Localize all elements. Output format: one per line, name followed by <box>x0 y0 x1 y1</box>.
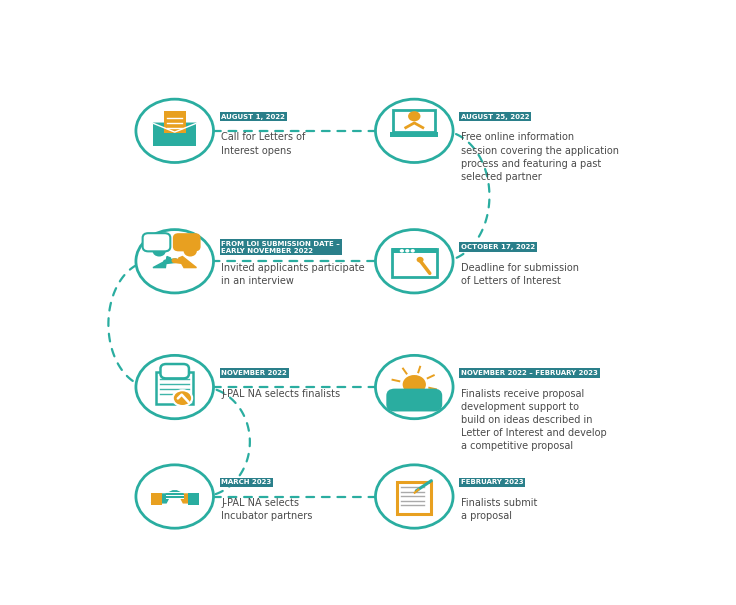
Circle shape <box>375 229 453 293</box>
FancyBboxPatch shape <box>188 493 199 505</box>
Circle shape <box>136 465 213 528</box>
Circle shape <box>411 249 415 252</box>
FancyBboxPatch shape <box>397 482 431 514</box>
Circle shape <box>136 99 213 163</box>
Text: OCTOBER 17, 2022: OCTOBER 17, 2022 <box>461 244 535 250</box>
FancyBboxPatch shape <box>392 249 436 277</box>
Circle shape <box>417 257 424 263</box>
Circle shape <box>405 249 409 252</box>
Circle shape <box>152 246 166 257</box>
FancyBboxPatch shape <box>390 132 439 137</box>
Text: J-PAL NA selects finalists: J-PAL NA selects finalists <box>222 388 341 399</box>
Circle shape <box>375 99 453 163</box>
Polygon shape <box>152 494 171 503</box>
FancyBboxPatch shape <box>143 233 170 251</box>
Polygon shape <box>179 257 197 267</box>
Text: Invited applicants participate
in an interview: Invited applicants participate in an int… <box>222 263 365 286</box>
Text: Finalists receive proposal
development support to
build on ideas described in
Le: Finalists receive proposal development s… <box>461 388 606 451</box>
Circle shape <box>375 355 453 419</box>
Text: FEBRUARY 2023: FEBRUARY 2023 <box>461 479 524 485</box>
FancyBboxPatch shape <box>153 123 197 146</box>
Text: Free online information
session covering the application
process and featuring a: Free online information session covering… <box>461 132 619 182</box>
Text: Deadline for submission
of Letters of Interest: Deadline for submission of Letters of In… <box>461 263 579 286</box>
FancyBboxPatch shape <box>173 233 201 251</box>
Circle shape <box>403 375 426 394</box>
Circle shape <box>136 355 213 419</box>
Text: Finalists submit
a proposal: Finalists submit a proposal <box>461 498 537 522</box>
Text: MARCH 2023: MARCH 2023 <box>222 479 272 485</box>
FancyBboxPatch shape <box>164 111 185 133</box>
Circle shape <box>173 390 192 406</box>
Text: J-PAL NA selects
Incubator partners: J-PAL NA selects Incubator partners <box>222 498 313 522</box>
Polygon shape <box>166 491 183 498</box>
Text: AUGUST 25, 2022: AUGUST 25, 2022 <box>461 114 529 120</box>
Text: NOVEMBER 2022 – FEBRUARY 2023: NOVEMBER 2022 – FEBRUARY 2023 <box>461 370 598 376</box>
FancyBboxPatch shape <box>160 364 189 378</box>
Text: NOVEMBER 2022: NOVEMBER 2022 <box>222 370 287 376</box>
Text: Call for Letters of
Interest opens: Call for Letters of Interest opens <box>222 132 306 155</box>
Polygon shape <box>153 123 197 132</box>
FancyBboxPatch shape <box>151 493 161 505</box>
FancyBboxPatch shape <box>386 388 442 411</box>
Polygon shape <box>153 257 171 267</box>
Text: FROM LOI SUBMISSION DATE –
EARLY NOVEMBER 2022: FROM LOI SUBMISSION DATE – EARLY NOVEMBE… <box>222 241 340 253</box>
Circle shape <box>136 229 213 293</box>
Text: AUGUST 1, 2022: AUGUST 1, 2022 <box>222 114 286 120</box>
FancyBboxPatch shape <box>392 248 436 253</box>
Polygon shape <box>179 494 198 503</box>
Circle shape <box>400 249 404 252</box>
Circle shape <box>408 111 420 122</box>
FancyBboxPatch shape <box>393 110 435 132</box>
Circle shape <box>183 246 197 257</box>
FancyBboxPatch shape <box>408 390 420 395</box>
FancyBboxPatch shape <box>156 373 194 404</box>
Circle shape <box>375 465 453 528</box>
